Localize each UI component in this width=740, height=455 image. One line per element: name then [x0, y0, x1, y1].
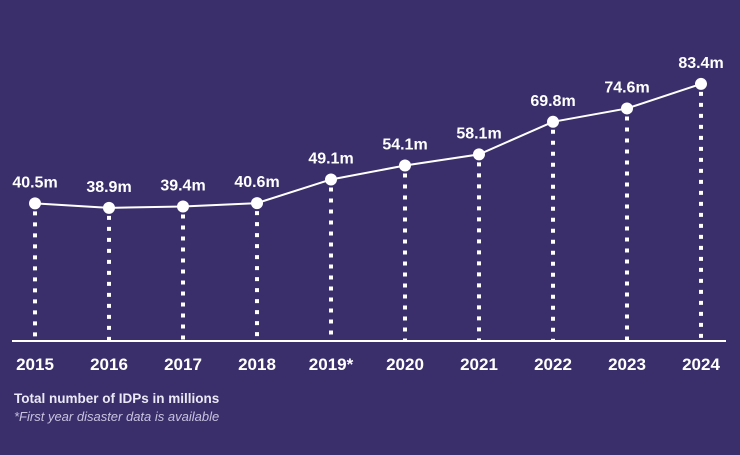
value-label-2021: 58.1m: [456, 125, 501, 142]
x-tick-label-2015: 2015: [16, 355, 54, 374]
x-tick-label-2022: 2022: [534, 355, 572, 374]
chart-notes: Total number of IDPs in millions *First …: [14, 391, 219, 424]
x-tick-label-2021: 2021: [460, 355, 498, 374]
x-tick-label-2020: 2020: [386, 355, 424, 374]
value-label-2016: 38.9m: [86, 179, 131, 196]
value-label-2017: 39.4m: [160, 177, 205, 194]
footnote-main: Total number of IDPs in millions: [14, 391, 220, 406]
data-point-2021: [473, 148, 485, 161]
data-point-2016: [103, 201, 115, 214]
value-labels-layer: 40.5m 38.9m 39.4m 40.6m 49.1m 54.1m 58.1m 69.8m…: [12, 55, 723, 196]
data-point-2018: [251, 197, 263, 210]
value-label-2022: 69.8m: [530, 93, 575, 110]
value-label-2020: 54.1m: [382, 137, 427, 154]
x-tick-labels-layer: 2015 2016 2017 2018 2019* 2020 2021 2022 2023 202…: [16, 355, 720, 374]
x-tick-label-2016: 2016: [90, 355, 128, 374]
data-point-2019: [325, 173, 337, 186]
x-tick-label-2023: 2023: [608, 355, 646, 374]
points-layer: [29, 77, 707, 214]
data-point-2022: [547, 115, 559, 128]
series-line: [34, 82, 702, 209]
footnote-sub: *First year disaster data is available: [14, 409, 220, 424]
data-point-2017: [177, 200, 189, 213]
data-point-2024: [695, 77, 707, 90]
x-tick-label-2018: 2018: [238, 355, 276, 374]
value-label-2023: 74.6m: [604, 79, 649, 96]
data-point-2020: [399, 159, 411, 172]
value-label-2024: 83.4m: [678, 55, 723, 72]
value-label-2018: 40.6m: [234, 174, 279, 191]
x-tick-label-2024: 2024: [682, 355, 720, 374]
value-label-2019: 49.1m: [308, 150, 353, 167]
x-tick-label-2017: 2017: [164, 355, 202, 374]
x-tick-label-2019: 2019*: [309, 355, 354, 374]
value-label-2015: 40.5m: [12, 174, 57, 191]
data-point-2023: [621, 102, 633, 115]
stems-layer: [33, 91, 703, 341]
data-point-2015: [29, 197, 41, 210]
